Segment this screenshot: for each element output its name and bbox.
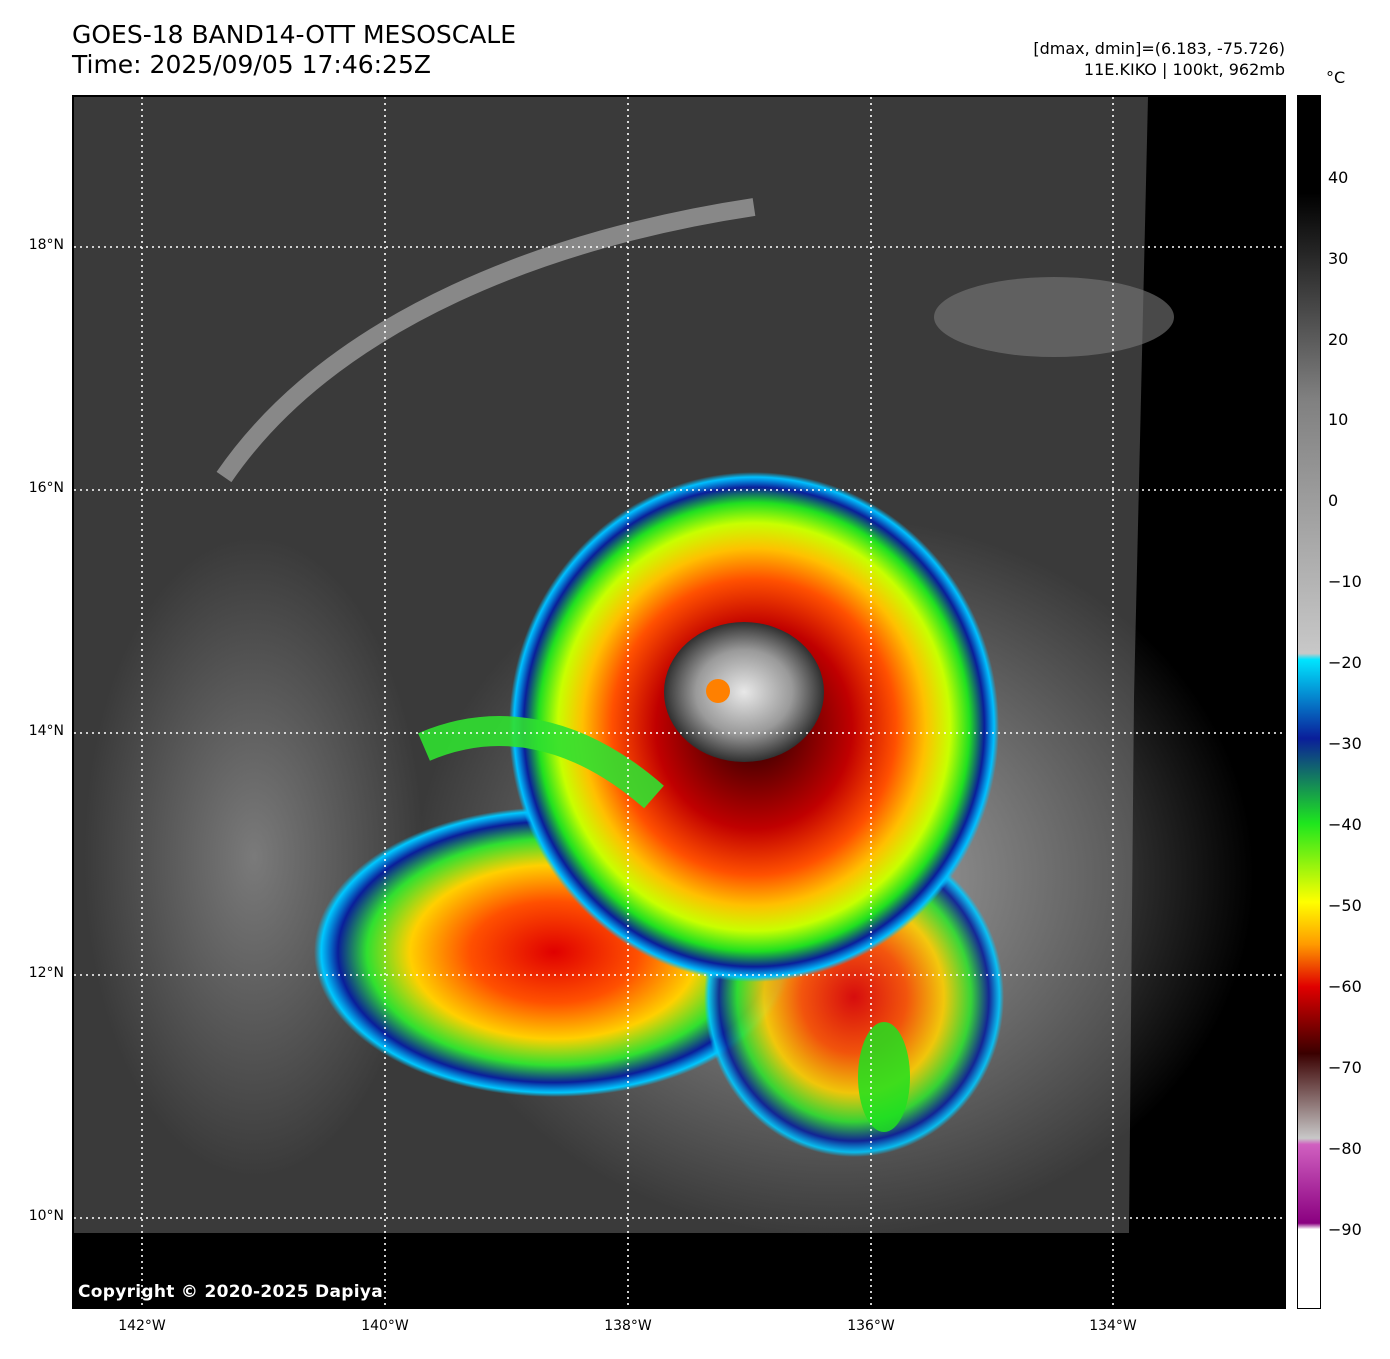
cloud-haze-north — [934, 277, 1174, 357]
cloud-streak-north — [216, 198, 756, 483]
cell-southeast — [858, 1022, 910, 1132]
storm-info: [dmax, dmin]=(6.183, -75.726) 11E.KIKO |… — [1033, 38, 1285, 80]
colorbar-tick-minus40: −40 — [1328, 815, 1362, 834]
colorbar-tick-40: 40 — [1328, 168, 1349, 187]
colorbar-tick-minus80: −80 — [1328, 1139, 1362, 1158]
colorbar-tick-minus90: −90 — [1328, 1220, 1362, 1239]
lat-label-14: 14°N — [28, 723, 64, 739]
lat-label-16: 16°N — [28, 480, 64, 496]
satellite-image — [74, 97, 1284, 1307]
colorbar-tick-minus60: −60 — [1328, 977, 1362, 996]
data-range-label: [dmax, dmin]=(6.183, -75.726) — [1033, 39, 1285, 58]
colorbar-unit-label: °C — [1326, 68, 1346, 87]
lon-label-134: 134°W — [1089, 1318, 1137, 1334]
eye-region — [664, 622, 824, 762]
eye-center — [706, 679, 730, 703]
lon-label-142: 142°W — [118, 1318, 166, 1334]
colorbar-tick-minus50: −50 — [1328, 896, 1362, 915]
feeder-band-west — [418, 716, 664, 809]
lon-label-140: 140°W — [361, 1318, 409, 1334]
cloud-haze-west — [84, 537, 424, 1177]
image-bottom-margin — [74, 1233, 1284, 1307]
colorbar-tick-10: 10 — [1328, 410, 1349, 429]
copyright-label: Copyright © 2020-2025 Dapiya — [78, 1282, 383, 1302]
colorbar-tick-0: 0 — [1328, 491, 1339, 510]
product-title: GOES-18 BAND14-OTT MESOSCALE — [72, 20, 517, 49]
storm-label: 11E.KIKO | 100kt, 962mb — [1083, 60, 1285, 79]
time-label: Time: 2025/09/05 17:46:25Z — [72, 50, 431, 79]
lat-label-12: 12°N — [28, 965, 64, 981]
lat-label-18: 18°N — [28, 237, 64, 253]
lon-label-136: 136°W — [847, 1318, 895, 1334]
satellite-map: Copyright © 2020-2025 Dapiya — [72, 95, 1286, 1309]
colorbar-tick-minus20: −20 — [1328, 653, 1362, 672]
temperature-colorbar — [1297, 95, 1321, 1309]
colorbar-tick-20: 20 — [1328, 330, 1349, 349]
lon-label-138: 138°W — [604, 1318, 652, 1334]
colorbar-tick-30: 30 — [1328, 249, 1349, 268]
lat-label-10: 10°N — [28, 1208, 64, 1224]
colorbar-tick-minus10: −10 — [1328, 572, 1362, 591]
colorbar-tick-minus70: −70 — [1328, 1058, 1362, 1077]
colorbar-tick-minus30: −30 — [1328, 734, 1362, 753]
figure-title: GOES-18 BAND14-OTT MESOSCALE Time: 2025/… — [72, 20, 516, 80]
lat-lon-grid — [74, 97, 1284, 1307]
